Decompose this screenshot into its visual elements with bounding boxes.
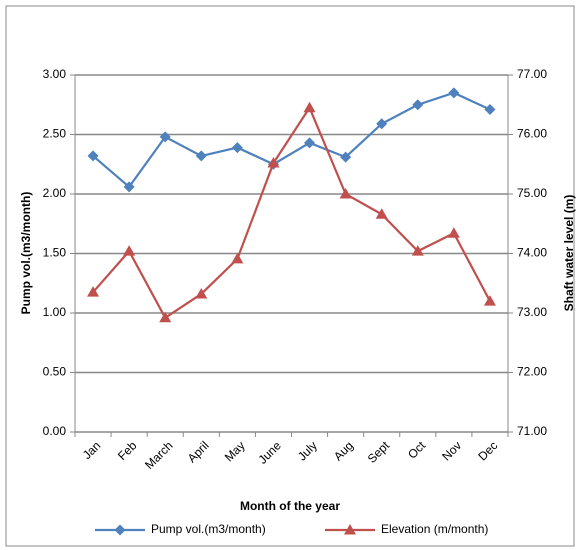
marker: [195, 287, 208, 299]
y-tick-label: 1.50: [43, 246, 67, 260]
marker: [448, 87, 460, 99]
marker: [339, 188, 352, 199]
series-line: [92, 105, 491, 320]
marker: [447, 227, 460, 238]
marker: [87, 286, 100, 297]
legend-label: Pump vol.(m3/month): [151, 522, 266, 536]
y2-tick-label: 71.00: [517, 424, 547, 438]
marker: [376, 118, 388, 130]
marker: [375, 208, 388, 219]
marker: [87, 150, 99, 162]
y-tick-label: 1.00: [43, 305, 67, 319]
marker: [159, 131, 171, 143]
marker: [340, 151, 352, 163]
marker: [411, 245, 424, 256]
marker: [114, 524, 126, 536]
y2-tick-label: 77.00: [517, 67, 547, 81]
marker: [484, 104, 496, 116]
y2-tick-label: 74.00: [517, 246, 547, 260]
y-tick-label: 2.50: [43, 127, 67, 141]
x-axis-title: Month of the year: [240, 499, 340, 513]
marker: [123, 245, 136, 256]
marker: [231, 252, 244, 264]
y-tick-label: 2.00: [43, 186, 67, 200]
series-line: [92, 91, 491, 189]
y2-axis-title: Shaft water level (m): [562, 195, 576, 312]
y-tick-label: 3.00: [43, 67, 67, 81]
marker: [483, 295, 496, 306]
marker: [159, 311, 172, 323]
marker: [304, 137, 316, 149]
marker: [412, 99, 424, 111]
marker: [344, 524, 356, 535]
marker: [231, 142, 243, 154]
y2-tick-label: 72.00: [517, 365, 547, 379]
chart-border: [5, 5, 575, 547]
marker: [123, 181, 135, 193]
y-tick-label: 0.00: [43, 424, 67, 438]
y-axis-title: Pump vol.(m3/month): [19, 192, 33, 315]
y2-tick-label: 73.00: [517, 305, 547, 319]
marker: [303, 101, 316, 113]
y2-tick-label: 75.00: [517, 186, 547, 200]
marker: [195, 150, 207, 162]
y-tick-label: 0.50: [43, 365, 67, 379]
marker: [267, 157, 280, 168]
legend-label: Elevation (m/month): [381, 522, 488, 536]
y2-tick-label: 76.00: [517, 127, 547, 141]
